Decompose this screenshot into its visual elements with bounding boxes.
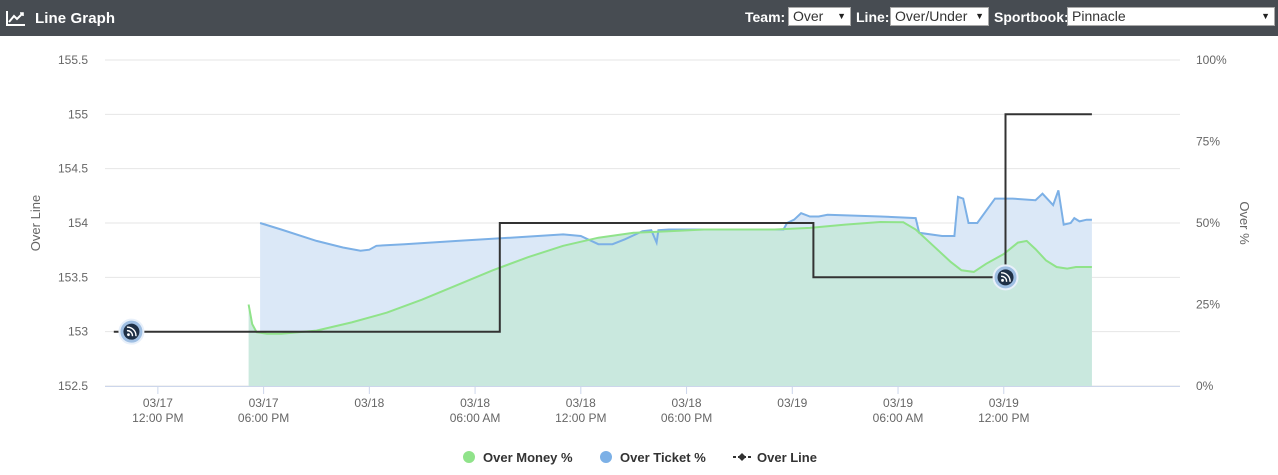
chart-legend: Over Money % Over Ticket % Over Line	[0, 448, 1278, 468]
money-area	[248, 222, 1092, 386]
over-money-line	[247, 220, 1092, 335]
legend-money-label: Over Money %	[483, 449, 573, 465]
team-label: Team:	[745, 9, 786, 25]
y-right-tick-label: 50%	[1196, 216, 1220, 230]
line-select[interactable]: Over/Under ▼	[890, 7, 989, 26]
y-left-tick-label: 155.5	[58, 53, 88, 67]
x-tick-label-date: 03/17	[249, 396, 279, 410]
rss-icon-dot	[1001, 278, 1004, 282]
line-label: Line:	[856, 9, 890, 25]
team-select[interactable]: Over ▼	[788, 7, 851, 26]
over-line-step	[113, 113, 1092, 333]
sportsbook-label: Sportbook:	[994, 9, 1069, 25]
over-ticket-line	[259, 190, 1092, 252]
y-right-tick-label: 75%	[1196, 135, 1220, 149]
x-tick-label-time: 12:00 PM	[132, 411, 183, 425]
legend-ticket-swatch	[600, 451, 612, 463]
rss-icon-arc	[126, 326, 137, 337]
y-right-tick-label: 25%	[1196, 298, 1220, 312]
x-tick-label-date: 03/19	[883, 396, 913, 410]
y-right-axis-title: Over %	[1237, 201, 1252, 245]
line-chart-icon	[6, 11, 25, 26]
rss-icon-arc	[1000, 275, 1008, 282]
y-left-axis-title: Over Line	[28, 195, 43, 251]
x-tick-label-date: 03/17	[143, 396, 173, 410]
title-group: Line Graph	[6, 0, 115, 36]
x-tick-label-time: 06:00 PM	[661, 411, 712, 425]
legend-item-over-ticket[interactable]: Over Ticket %	[600, 448, 706, 466]
y-right-tick-label: 100%	[1196, 53, 1227, 67]
rss-icon-arc	[126, 329, 134, 337]
legend-line-swatch	[733, 453, 751, 461]
x-tick-label-date: 03/19	[989, 396, 1019, 410]
x-tick-label-date: 03/18	[354, 396, 384, 410]
x-tick-label-date: 03/18	[566, 396, 596, 410]
y-left-tick-label: 154	[68, 216, 88, 230]
sportsbook-select[interactable]: Pinnacle ▼	[1067, 7, 1275, 26]
x-tick-label-time: 06:00 AM	[450, 411, 501, 425]
x-tick-label-date: 03/19	[777, 396, 807, 410]
x-tick-label-date: 03/18	[672, 396, 702, 410]
line-select-value: Over/Under	[895, 8, 968, 24]
y-left-tick-label: 153	[68, 325, 88, 339]
x-tick-label-time: 06:00 AM	[873, 411, 924, 425]
rss-icon[interactable]	[118, 318, 145, 345]
x-tick-label-time: 12:00 PM	[978, 411, 1029, 425]
chevron-down-icon: ▼	[975, 11, 984, 21]
rss-icon-arc	[1000, 272, 1011, 282]
legend-item-over-money[interactable]: Over Money %	[463, 448, 573, 466]
chart-title: Line Graph	[35, 9, 116, 27]
legend-item-over-line[interactable]: Over Line	[733, 448, 817, 466]
y-left-tick-label: 154.5	[58, 162, 88, 176]
sportsbook-select-value: Pinnacle	[1072, 8, 1126, 24]
x-tick-label-date: 03/18	[460, 396, 490, 410]
rss-icon-dot	[127, 333, 130, 337]
team-select-value: Over	[793, 8, 824, 24]
y-left-tick-label: 155	[68, 107, 88, 121]
chart-header: Line Graph Team: Over ▼ Line: Over/Under…	[0, 0, 1278, 36]
legend-ticket-label: Over Ticket %	[620, 449, 706, 465]
legend-money-swatch	[463, 451, 475, 463]
line-graph-chart: 152.5 153 153.5 154 154.5 155 155.5 0% 25% 50% 75%…	[28, 53, 1252, 425]
chevron-down-icon: ▼	[1261, 11, 1270, 21]
x-tick-label-time: 06:00 PM	[238, 411, 289, 425]
y-left-tick-label: 152.5	[58, 379, 88, 393]
chevron-down-icon: ▼	[837, 11, 846, 21]
y-left-tick-label: 153.5	[58, 270, 88, 284]
y-right-tick-label: 0%	[1196, 379, 1214, 393]
rss-icon[interactable]	[992, 264, 1019, 291]
x-tick-label-time: 12:00 PM	[555, 411, 606, 425]
legend-line-label: Over Line	[757, 449, 817, 465]
